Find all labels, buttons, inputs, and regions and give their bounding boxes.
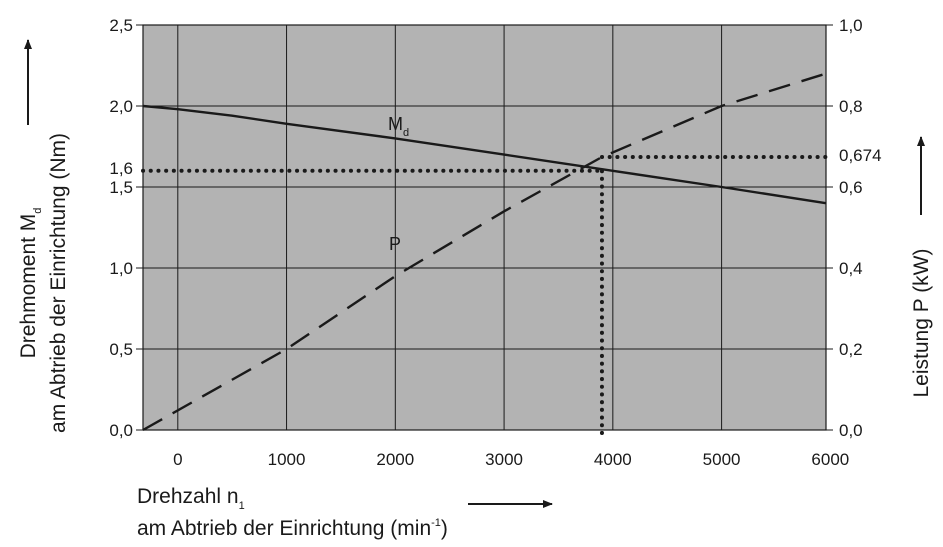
svg-text:Drehmoment Md: Drehmoment Md bbox=[17, 208, 44, 359]
reference-lines bbox=[141, 155, 834, 435]
x-tick-label: 5000 bbox=[703, 450, 741, 469]
y-right-tick-label: 0,0 bbox=[839, 421, 863, 440]
y-right-tick-label: 0,4 bbox=[839, 259, 863, 278]
grid bbox=[142, 24, 827, 431]
plot-area bbox=[143, 25, 826, 430]
series-line-md bbox=[142, 104, 827, 205]
x-tick-label: 3000 bbox=[485, 450, 523, 469]
series-line-p bbox=[142, 72, 827, 432]
right-axis-title: Leistung P (kW) bbox=[910, 249, 933, 398]
y-left-tick-label: 1,5 bbox=[109, 178, 133, 197]
svg-text:am Abtrieb der Einrichtung (Nm: am Abtrieb der Einrichtung (Nm) bbox=[47, 133, 70, 433]
y-left-tick-label: 0,0 bbox=[109, 421, 133, 440]
tick-labels: 0,0 0,5 1,0 1,5 2,0 2,5 1,6 0,0 0,2 0,4 0,6 0,8 1,0 0… bbox=[109, 16, 881, 469]
svg-text:Leistung P (kW): Leistung P (kW) bbox=[910, 249, 933, 398]
y-left-tick-label: 2,0 bbox=[109, 97, 133, 116]
y-right-extra-tick-label: 0,674 bbox=[839, 146, 882, 165]
left-axis-title: Drehmoment Md am Abtrieb der Einrichtung… bbox=[17, 133, 70, 433]
y-left-extra-tick-label: 1,6 bbox=[109, 159, 133, 178]
series-label-p: P bbox=[389, 234, 401, 254]
y-left-tick-label: 1,0 bbox=[109, 259, 133, 278]
series-label-md: Md bbox=[388, 114, 409, 139]
y-right-tick-label: 0,2 bbox=[839, 340, 863, 359]
x-tick-label: 6000 bbox=[811, 450, 849, 469]
y-left-tick-label: 0,5 bbox=[109, 340, 133, 359]
y-right-tick-label: 0,6 bbox=[839, 178, 863, 197]
x-tick-label: 0 bbox=[173, 450, 182, 469]
y-right-tick-label: 0,8 bbox=[839, 97, 863, 116]
x-tick-label: 4000 bbox=[594, 450, 632, 469]
y-left-tick-label: 2,5 bbox=[109, 16, 133, 35]
x-tick-label: 1000 bbox=[268, 450, 306, 469]
series-group bbox=[142, 72, 827, 432]
x-axis-title-line1: Drehzahl n1 bbox=[137, 485, 245, 512]
y-right-tick-label: 1,0 bbox=[839, 16, 863, 35]
plot-frame bbox=[142, 24, 827, 431]
x-axis-title-line2: am Abtrieb der Einrichtung (min-1) bbox=[137, 517, 448, 540]
x-tick-label: 2000 bbox=[376, 450, 414, 469]
